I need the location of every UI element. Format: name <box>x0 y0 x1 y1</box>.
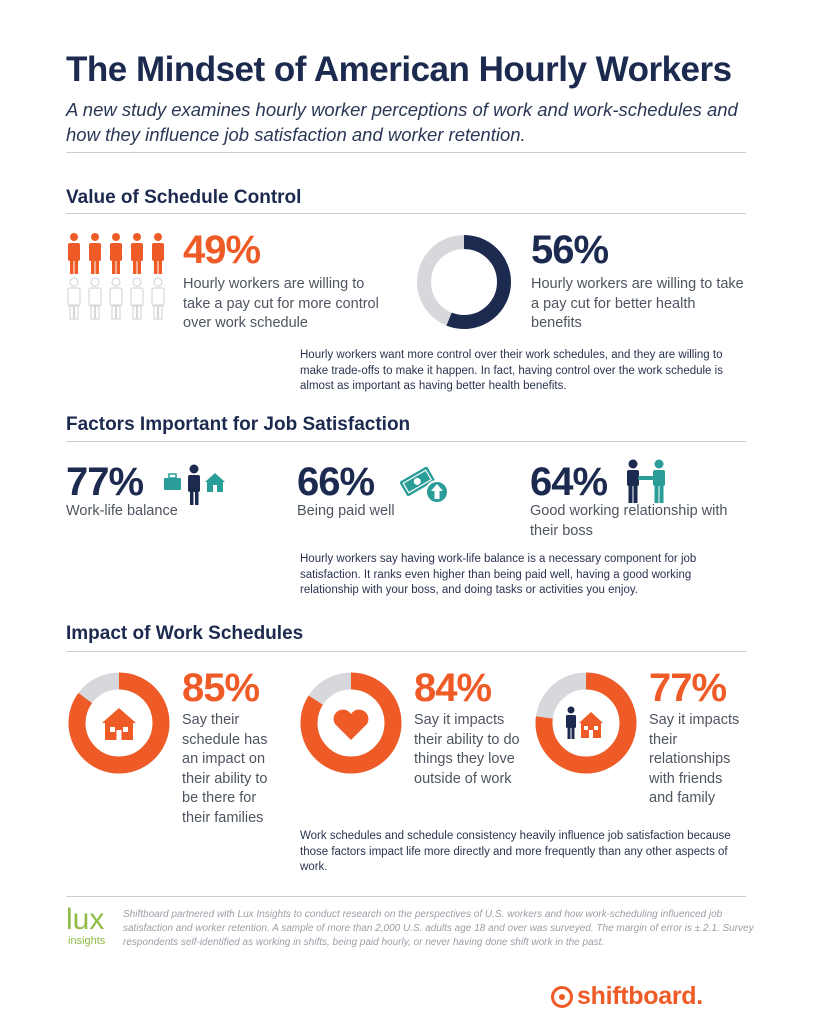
person-icon <box>152 233 164 274</box>
impact-value-families: 85% <box>182 666 260 710</box>
people-icon-grid <box>67 233 165 320</box>
donut-56 <box>417 235 511 329</box>
donut-85 <box>68 672 170 774</box>
person-icon <box>89 233 101 274</box>
person-icon <box>68 233 80 274</box>
factor-value-work-life: 77% <box>66 460 144 504</box>
factor-value-boss-relationship: 64% <box>530 460 608 504</box>
divider <box>66 441 746 442</box>
person-icon <box>131 233 143 274</box>
person-icon <box>151 277 165 320</box>
shiftboard-logo-icon <box>551 986 573 1008</box>
factor-label-boss-relationship: Good working relationship with their bos… <box>530 503 728 539</box>
page-title: The Mindset of American Hourly Workers <box>66 50 732 89</box>
stat-pay-cut-schedule-text: Hourly workers are willing to take a pay… <box>183 276 379 331</box>
person-icon <box>88 277 102 320</box>
donut-77 <box>535 672 637 774</box>
stat-pay-cut-health: 56% <box>531 228 609 272</box>
shiftboard-brand: shiftboard. <box>577 982 703 1010</box>
divider <box>66 651 746 652</box>
survey-disclaimer: Shiftboard partnered with Lux Insights t… <box>123 909 754 948</box>
donut-84 <box>300 672 402 774</box>
divider <box>66 896 746 897</box>
divider <box>66 213 746 214</box>
schedule-control-note: Hourly workers want more control over th… <box>300 349 723 392</box>
person-icon <box>130 277 144 320</box>
impact-value-hobbies: 84% <box>414 666 492 710</box>
impact-text-relationships: Say it impacts their relationships with … <box>649 712 740 806</box>
work-schedules-note: Work schedules and schedule consistency … <box>300 830 731 873</box>
person-icon <box>566 706 576 739</box>
section-title-work-schedules: Impact of Work Schedules <box>66 623 304 644</box>
impact-value-relationships: 77% <box>649 666 727 710</box>
impact-text-families: Say their schedule has an impact on thei… <box>182 712 268 826</box>
impact-text-hobbies: Say it impacts their ability to do thing… <box>414 712 520 787</box>
factor-label-work-life: Work-life balance <box>66 503 178 519</box>
section-title-job-satisfaction: Factors Important for Job Satisfaction <box>66 414 411 435</box>
house-icon <box>579 712 603 738</box>
divider <box>66 152 746 153</box>
heart-icon <box>333 709 369 740</box>
house-icon <box>102 708 136 740</box>
money-icon <box>399 466 449 504</box>
handshake-icon <box>627 459 665 503</box>
person-icon <box>110 233 122 274</box>
lux-insights-logo: lux <box>66 903 105 936</box>
stat-pay-cut-health-text: Hourly workers are willing to take a pay… <box>531 276 744 331</box>
person-icon <box>109 277 123 320</box>
stat-pay-cut-schedule: 49% <box>183 228 261 272</box>
person-icon <box>67 277 81 320</box>
page-subtitle: A new study examines hourly worker perce… <box>66 99 738 145</box>
job-satisfaction-note: Hourly workers say having work-life bala… <box>300 553 697 596</box>
lux-insights-logo-sub: insights <box>68 935 106 947</box>
section-title-schedule-control: Value of Schedule Control <box>66 187 302 208</box>
factor-value-paid-well: 66% <box>297 460 375 504</box>
work-life-icon <box>164 464 225 505</box>
factor-label-paid-well: Being paid well <box>297 503 395 519</box>
